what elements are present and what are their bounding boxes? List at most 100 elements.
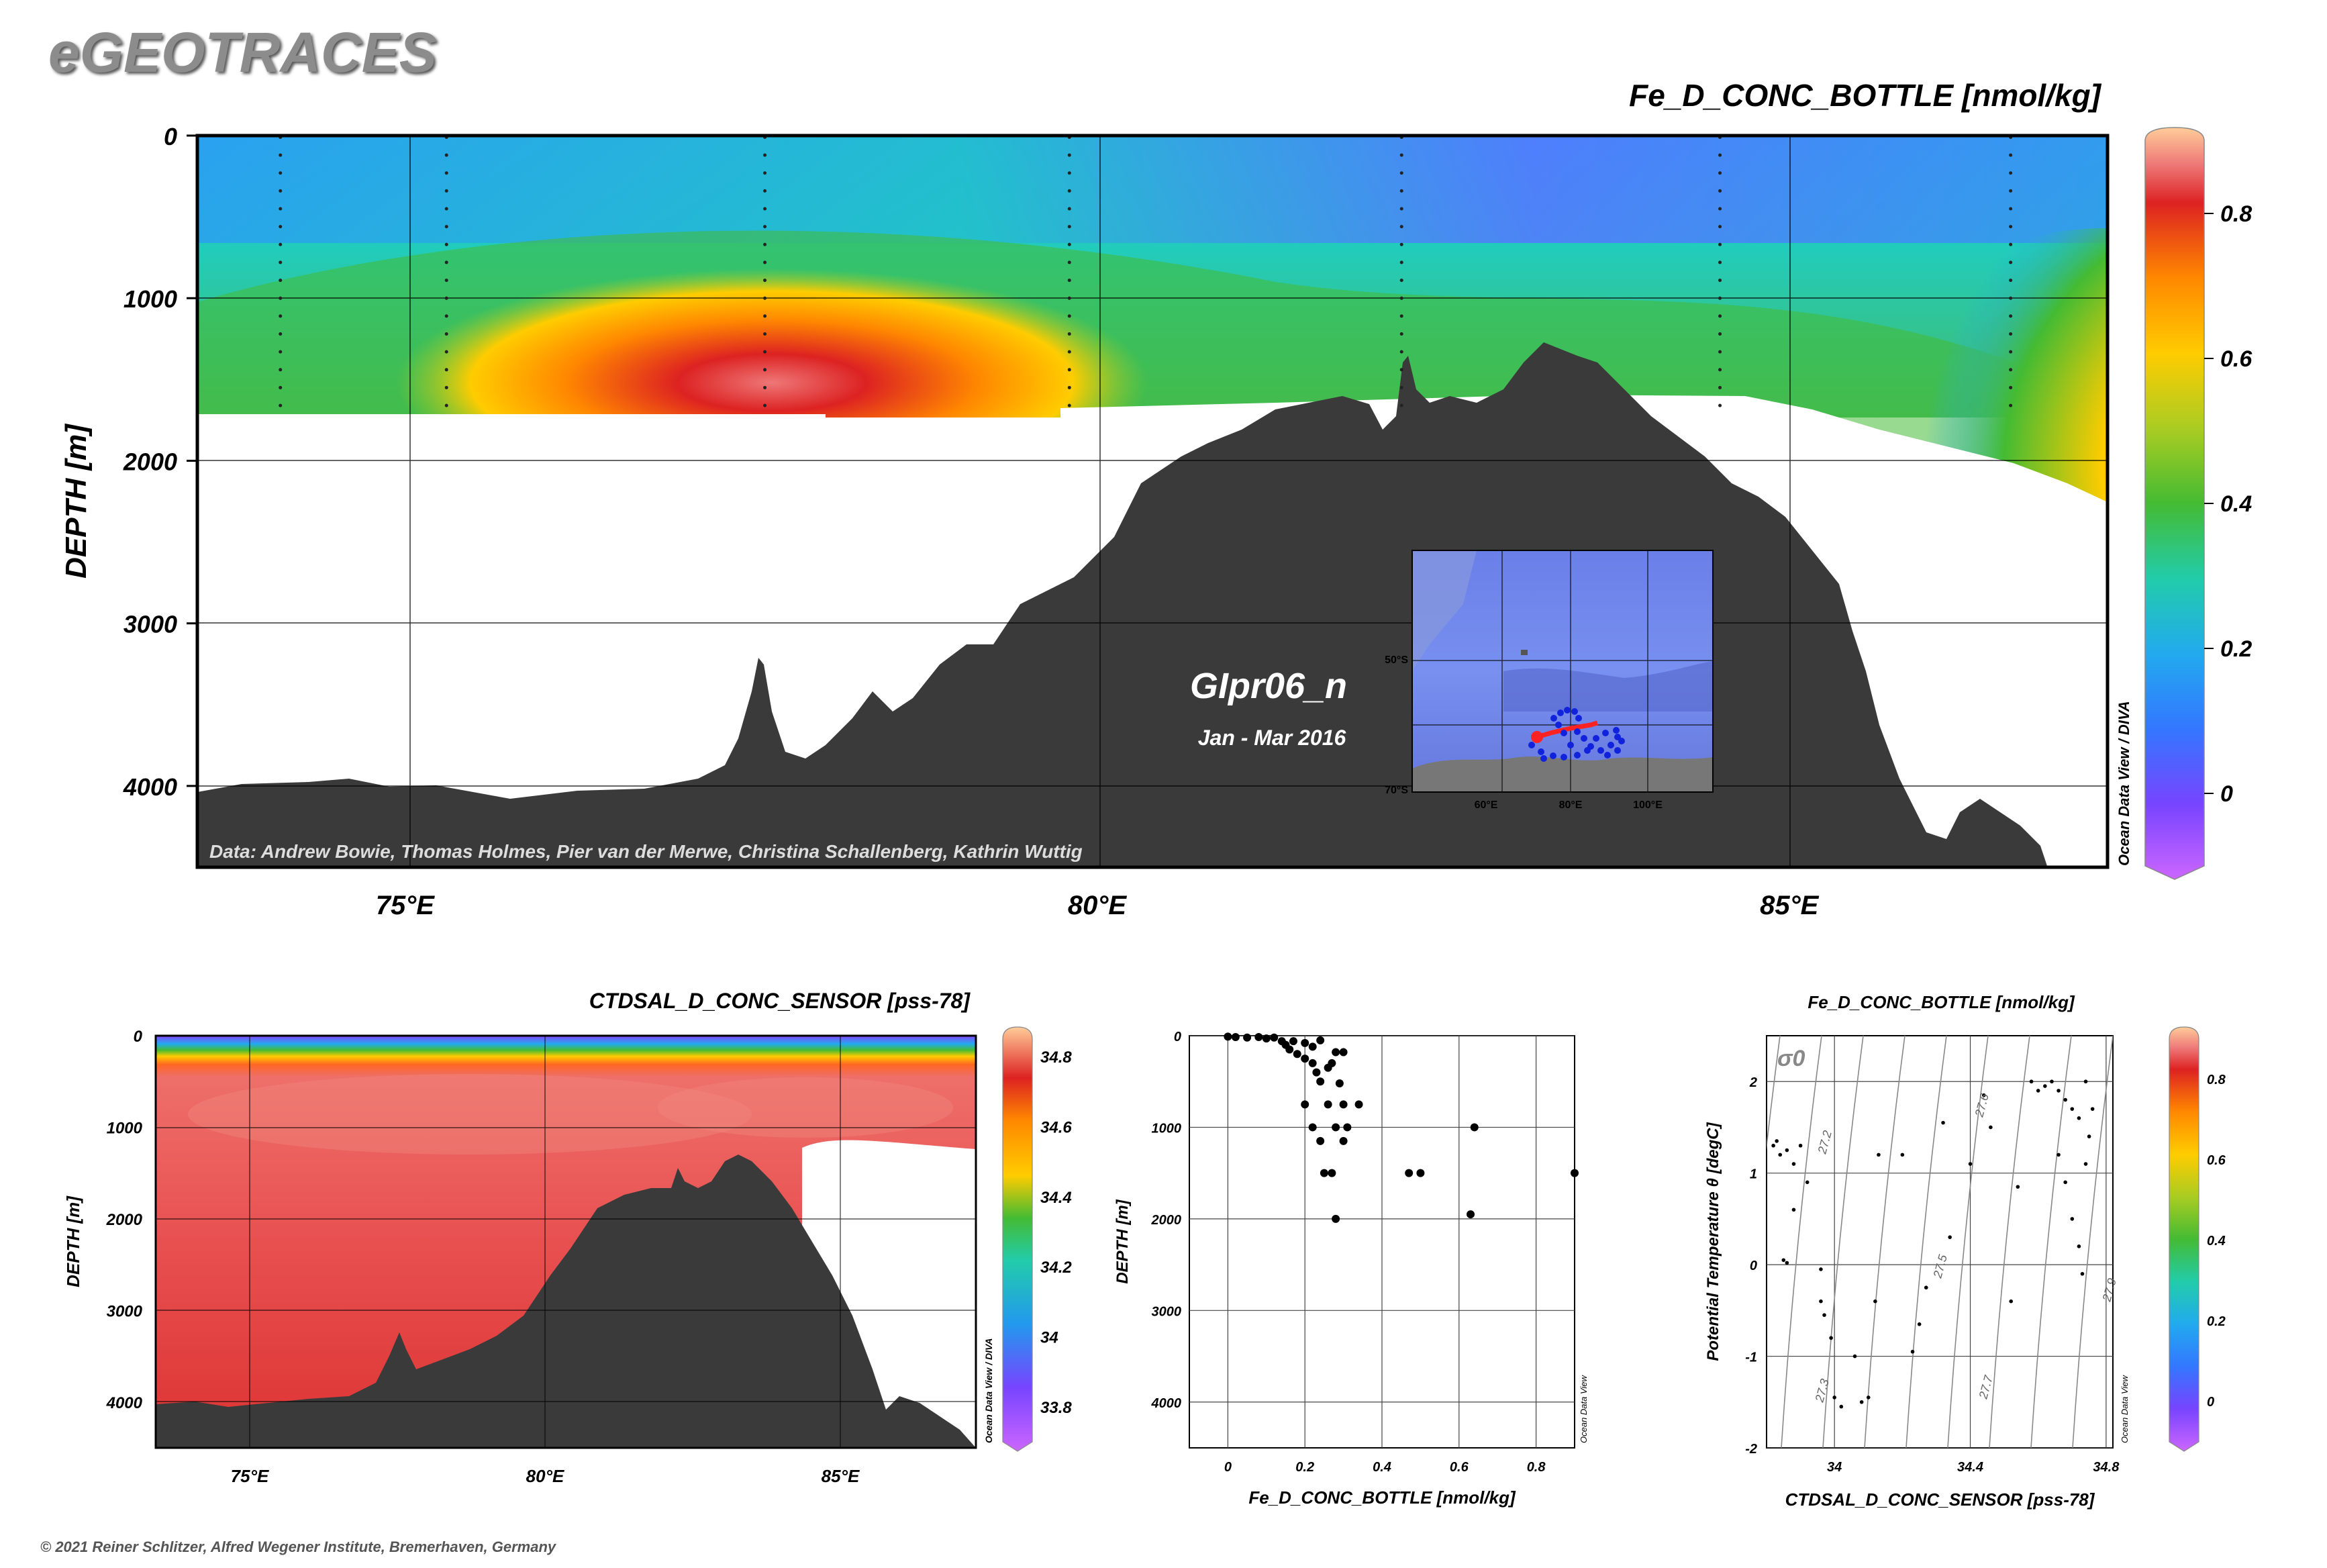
inset-station-dot (1584, 747, 1591, 754)
ts-x-tick-label: 34.8 (2093, 1460, 2120, 1475)
station-sample-dot (1399, 350, 1403, 354)
inset-station-dot (1540, 755, 1547, 762)
main-x-tick-label: 85°E (1760, 891, 1819, 920)
salinity-y-label: DEPTH [m] (63, 1195, 83, 1287)
profile-point (1332, 1048, 1340, 1057)
ts-y-axis: 2 1 0 -1 -2 (1745, 1075, 1757, 1457)
ts-point (2070, 1217, 2075, 1221)
profile-x-tick-label: 0.2 (1295, 1460, 1314, 1475)
inset-station-dot (1550, 715, 1557, 722)
profile-point (1332, 1214, 1340, 1223)
station-sample-dot (2009, 189, 2013, 193)
ts-isopycnals (1767, 1036, 2113, 1448)
station-sample-dot (1399, 171, 1403, 175)
station-sample-dot (1718, 225, 1722, 229)
ts-point (2050, 1079, 2054, 1084)
profile-y-tick-label: 2000 (1151, 1213, 1182, 1228)
station-sample-dot (1399, 242, 1403, 246)
station-sample-dot (279, 314, 283, 318)
ts-frame (1766, 1035, 2114, 1449)
ts-plot-panel: 27.227.327.527.627.727.9 34 34.4 34.8 210-… (1704, 992, 2226, 1510)
inset-station-dot (1528, 742, 1535, 748)
station-sample-dot (1399, 403, 1403, 407)
profile-point (1231, 1033, 1240, 1042)
fe-field-surface (197, 136, 2108, 243)
ts-colorbar-ticks: 0.8 0.6 0.4 0.2 0 (2207, 1073, 2226, 1410)
fe-field (197, 136, 2108, 867)
ts-point (2057, 1089, 2061, 1093)
station-sample-dot (279, 279, 283, 283)
station-sample-dot (763, 314, 767, 318)
ts-point (1781, 1258, 1786, 1263)
ts-point (2009, 1299, 2014, 1304)
station-sample-dot (444, 332, 448, 336)
station-sample-dot (1718, 189, 1722, 193)
station-sample-dot (444, 403, 448, 407)
ts-isopycnal-line (1989, 1036, 2030, 1448)
salinity-cbar-tick-label: 33.8 (1040, 1399, 1072, 1417)
station-sample-dot (1399, 279, 1403, 283)
station-sample-dot (2009, 242, 2013, 246)
station-sample-dot (444, 279, 448, 283)
profile-x-tick-label: 0.6 (1450, 1460, 1469, 1475)
ts-point (1877, 1153, 1881, 1157)
ts-point (1968, 1162, 1973, 1166)
station-sample-dot (763, 332, 767, 336)
profile-point (1405, 1169, 1414, 1177)
inset-station-dot (1557, 709, 1564, 716)
station-sample-dot (2009, 368, 2013, 372)
ts-point (1819, 1299, 1823, 1304)
main-grid (197, 136, 2108, 867)
ts-point (1791, 1162, 1796, 1166)
station-sample-dot (1718, 350, 1722, 354)
station-sample-dot (2009, 153, 2013, 157)
ts-title: Fe_D_CONC_BOTTLE [nmol/kg] (1808, 992, 2075, 1012)
inset-map-antarctica (1412, 756, 1713, 792)
station-sample-dot (1399, 207, 1403, 211)
station-sample-dot (763, 296, 767, 300)
station-sample-dot (1399, 225, 1403, 229)
inset-station-dot (1575, 715, 1582, 722)
station-sample-dot (279, 296, 283, 300)
inset-station-dot (1561, 730, 1567, 736)
ts-isopycnal-line (1947, 1036, 1989, 1448)
profile-point (1285, 1045, 1294, 1054)
main-y-tick-label: 1000 (123, 285, 177, 313)
profile-point (1328, 1169, 1336, 1177)
ts-isopycnal-line (2072, 1036, 2113, 1448)
profile-point (1308, 1123, 1317, 1132)
profile-y-tick-label: 3000 (1152, 1304, 1182, 1319)
station-sample-dot (1718, 153, 1722, 157)
ts-point (2077, 1244, 2081, 1248)
inset-lon-60: 60°E (1475, 799, 1498, 811)
main-cbar-tick-label: 0.2 (2220, 636, 2252, 662)
main-colorbar-ticks: 0.8 0.6 0.4 0.2 0 (2204, 201, 2252, 807)
station-sample-dot (2009, 260, 2013, 264)
ts-point (1791, 1208, 1796, 1212)
main-title: Fe_D_CONC_BOTTLE [nmol/kg] (1629, 78, 2102, 113)
station-sample-dot (279, 350, 283, 354)
inset-station-dot (1593, 735, 1599, 742)
ts-point (2087, 1134, 2091, 1138)
station-sample-dot (2009, 171, 2013, 175)
station-sample-dot (1067, 314, 1071, 318)
main-cbar-tick-label: 0.8 (2220, 201, 2252, 227)
ts-point (1805, 1180, 1810, 1185)
station-sample-dot (763, 279, 767, 283)
inset-station-dot (1564, 707, 1571, 714)
station-sample-dot (1399, 260, 1403, 264)
ts-isopycnal-line (1781, 1036, 1822, 1448)
ts-point (1859, 1400, 1864, 1404)
inset-lat-70: 70°S (1385, 785, 1408, 796)
station-sample-dot (1067, 189, 1071, 193)
salinity-cbar-tick-label: 34.6 (1040, 1118, 1072, 1136)
station-sample-dot (444, 385, 448, 389)
station-sample-dot (2009, 314, 2013, 318)
station-sample-dot (1067, 279, 1071, 283)
salinity-y-axis: 0 1000 2000 3000 4000 (106, 1028, 143, 1412)
station-sample-dot (763, 225, 767, 229)
inset-station-dot (1618, 738, 1625, 744)
profile-point (1270, 1033, 1279, 1042)
salinity-title: CTDSAL_D_CONC_SENSOR [pss-78] (589, 989, 971, 1013)
profile-point (1328, 1059, 1336, 1067)
